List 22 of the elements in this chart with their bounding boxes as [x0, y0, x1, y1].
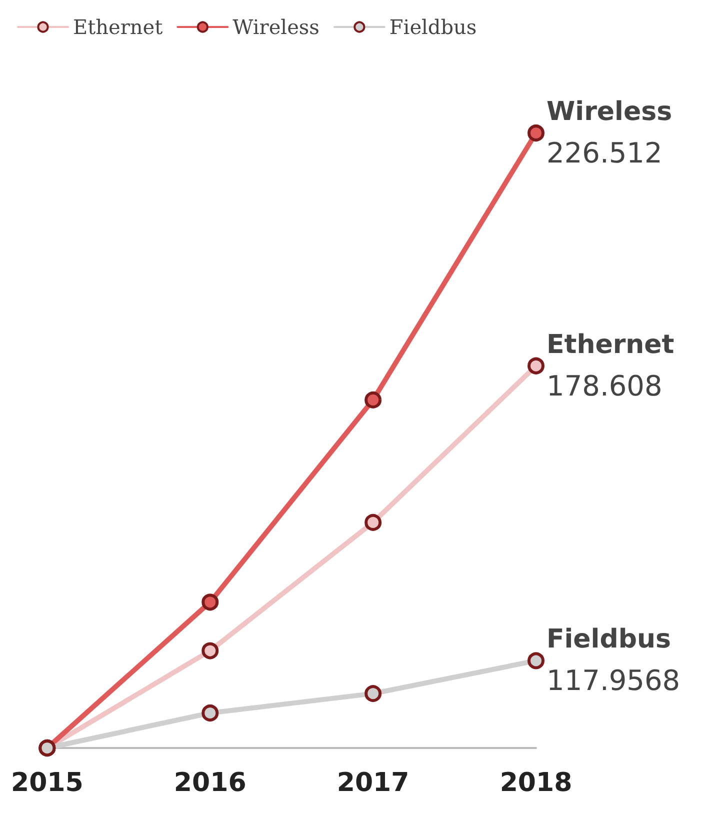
data-label: 226.512: [546, 136, 662, 170]
point: [364, 685, 382, 702]
x-tick-label: 2016: [174, 768, 246, 798]
text: Fieldbus: [546, 624, 671, 655]
point: [202, 594, 219, 611]
point: [528, 652, 544, 670]
point: [202, 704, 219, 722]
data-label: 117.9568: [546, 664, 680, 698]
point: [364, 514, 382, 531]
x-tick-label: 2017: [336, 768, 410, 798]
legend-label: Ethernet: [73, 15, 163, 39]
text: Wireless: [546, 97, 672, 127]
x-tick-label: 2015: [10, 768, 84, 798]
point: [364, 391, 382, 408]
legend-label: Wireless: [232, 15, 320, 39]
x-tick-label: 2018: [500, 768, 572, 798]
point: [202, 642, 219, 660]
point: [528, 124, 544, 142]
legend-label: Fieldbus: [389, 15, 477, 39]
point: [528, 357, 544, 374]
text: Ethernet: [546, 330, 674, 360]
data-label: 178.608: [546, 369, 662, 402]
